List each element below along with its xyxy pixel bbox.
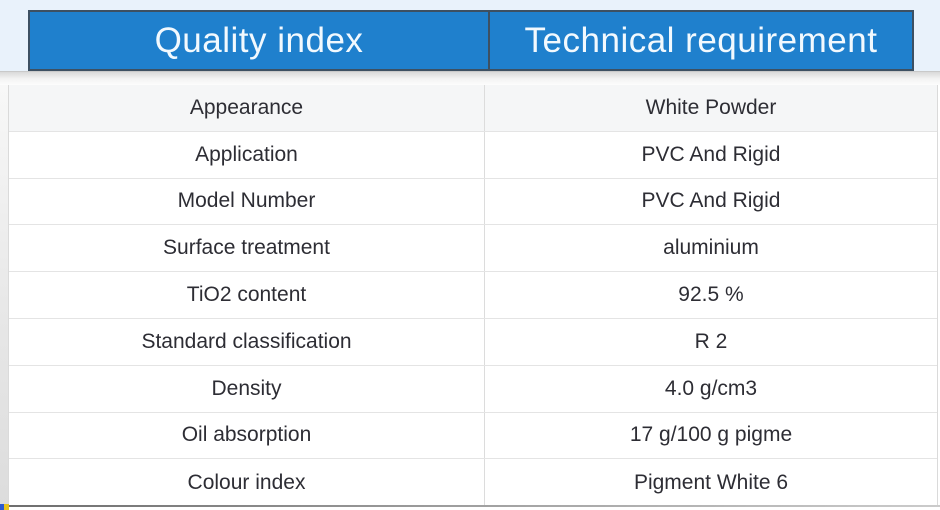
requirement-cell: 4.0 g/cm3	[664, 376, 758, 400]
table-row: Surface treatment aluminium	[9, 225, 937, 273]
requirement-cell: R 2	[694, 329, 728, 353]
quality-index-cell: TiO2 content	[9, 272, 485, 318]
quality-index-cell: Model Number	[9, 178, 485, 225]
requirement-cell: White Powder	[645, 95, 777, 119]
quality-index-cell: Application	[9, 131, 485, 178]
quality-index-cell: Colour index	[9, 459, 485, 507]
table-top-shadow	[0, 71, 940, 85]
requirement-cell: 92.5 %	[678, 283, 744, 307]
quality-index-cell: Surface treatment	[9, 225, 485, 272]
cut-off-icon-yellow	[4, 504, 9, 510]
cut-off-icon	[0, 504, 9, 510]
cut-off-icon-blue	[0, 504, 4, 510]
table-row: Density 4.0 g/cm3	[9, 365, 937, 413]
requirement-cell: aluminium	[663, 236, 759, 260]
table-row: Oil absorption 17 g/100 g pigme	[9, 412, 937, 460]
requirement-cell: Pigment White 6	[633, 470, 789, 494]
section-divider	[9, 505, 940, 507]
table-row: Application PVC And Rigid	[9, 131, 937, 179]
requirement-cell: PVC And Rigid	[641, 189, 781, 213]
table-header: Quality index Technical requirement	[28, 10, 914, 71]
left-gutter	[0, 85, 8, 510]
quality-index-cell: Standard classification	[9, 318, 485, 365]
table-row: Appearance White Powder	[9, 85, 937, 132]
header-quality-index: Quality index	[30, 12, 490, 69]
table-row: TiO2 content 92.5 %	[9, 272, 937, 319]
table-row: Colour index Pigment White 6	[9, 459, 937, 507]
quality-index-cell: Appearance	[9, 85, 485, 131]
quality-index-cell: Density	[9, 365, 485, 412]
quality-index-cell: Oil absorption	[9, 412, 485, 459]
requirement-cell: 17 g/100 g pigme	[629, 423, 793, 447]
spec-table: Appearance White Powder Application PVC …	[8, 85, 938, 507]
header-technical-requirement: Technical requirement	[524, 20, 878, 60]
table-row: Model Number PVC And Rigid	[9, 178, 937, 226]
requirement-cell: PVC And Rigid	[641, 142, 781, 166]
table-row: Standard classification R 2	[9, 318, 937, 366]
